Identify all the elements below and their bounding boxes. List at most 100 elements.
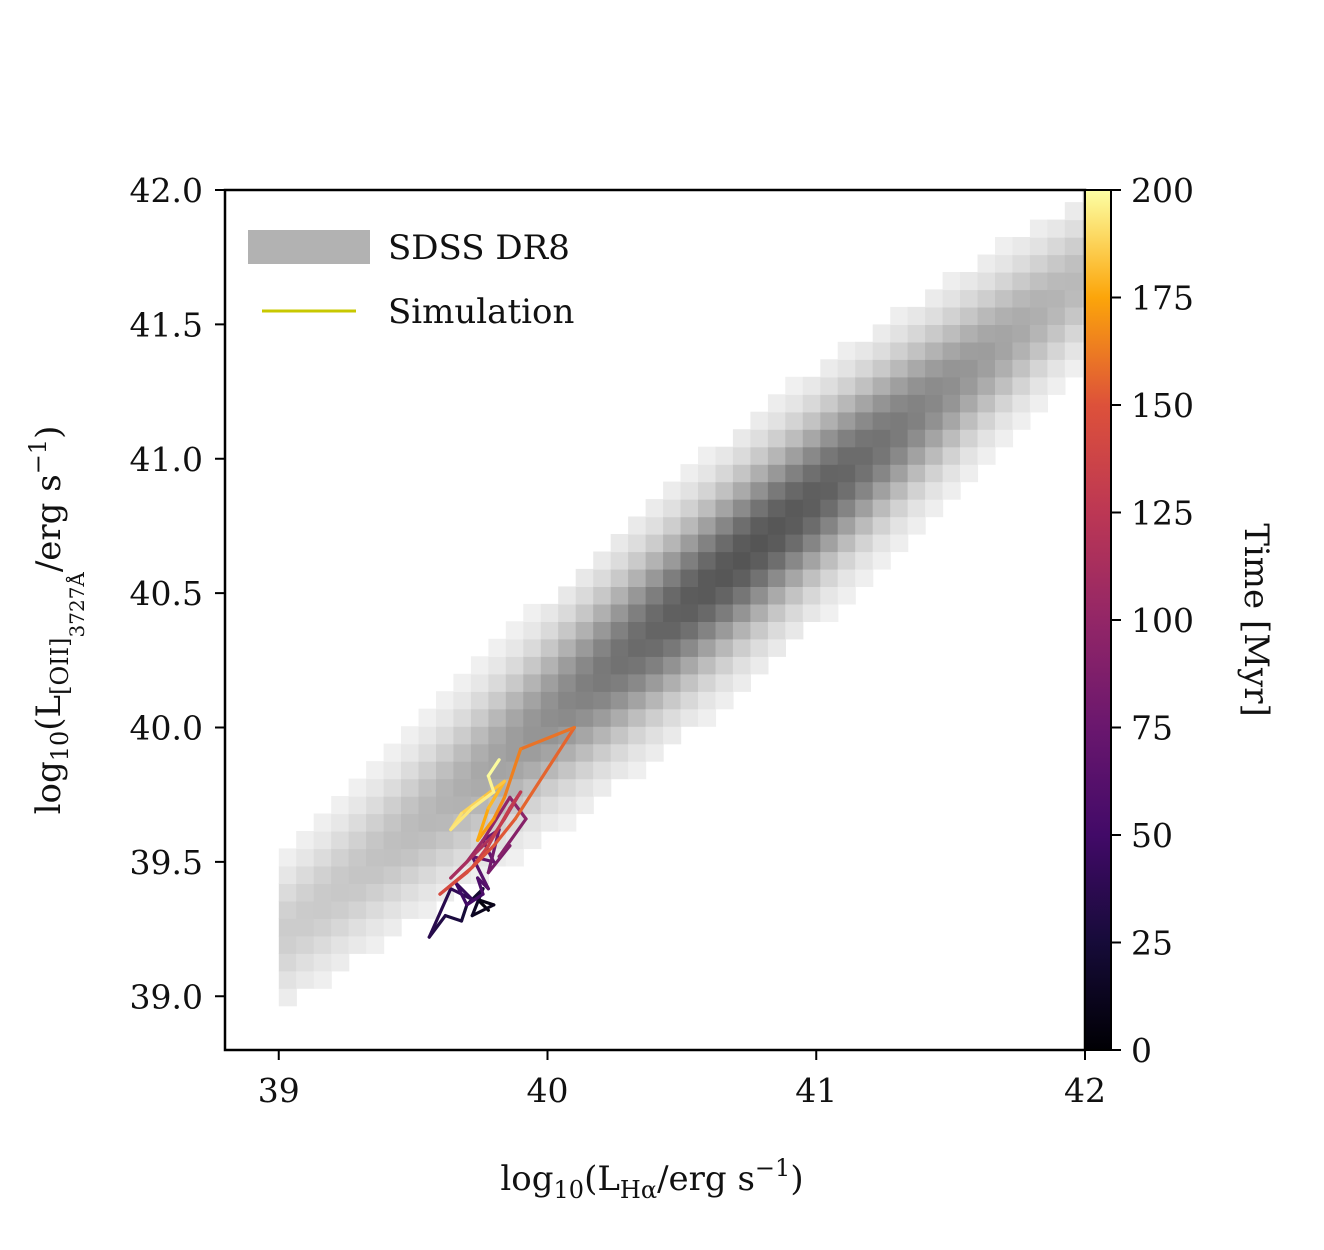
heatmap-cell-326: [715, 516, 734, 535]
heatmap-cell-307: [698, 586, 717, 605]
heatmap-cell-79: [401, 743, 420, 762]
heatmap-cell-325: [715, 534, 734, 553]
heatmap-cell-515: [942, 272, 961, 291]
heatmap-cell-345: [732, 429, 751, 448]
heatmap-cell-350: [750, 586, 769, 605]
heatmap-cell-481: [907, 446, 926, 465]
heatmap-cell-220: [593, 638, 612, 657]
heatmap-cell-362: [767, 621, 786, 640]
heatmap-cell-268: [645, 516, 664, 535]
heatmap-cell-510: [942, 359, 961, 378]
heatmap-cell-186: [558, 778, 577, 797]
simulation-segment-11: [454, 881, 469, 907]
heatmap-cell-588: [1064, 289, 1083, 308]
heatmap-cell-567: [1029, 324, 1048, 343]
heatmap-cell-83: [418, 865, 437, 884]
heatmap-cell-449: [872, 551, 891, 570]
heatmap-cell-366: [767, 551, 786, 570]
colorbar-tick-label-7: 175: [1131, 279, 1194, 318]
heatmap-cell-299: [680, 464, 699, 483]
heatmap-cell-495: [925, 411, 944, 430]
heatmap-cell-30: [331, 918, 350, 937]
heatmap-cell-392: [802, 586, 821, 605]
heatmap-cell-289: [680, 638, 699, 657]
heatmap-cell-585: [1064, 341, 1083, 360]
heatmap-cell-461: [872, 341, 891, 360]
heatmap-cell-380: [785, 551, 804, 570]
heatmap-cell-335: [732, 603, 751, 622]
heatmap-cell-129: [470, 656, 489, 675]
heatmap-cell-74: [401, 831, 420, 850]
heatmap-cell-436: [855, 551, 874, 570]
heatmap-cell-443: [855, 429, 874, 448]
heatmap-cell-339: [732, 534, 751, 553]
heatmap-cell-361: [767, 638, 786, 657]
heatmap-cell-197: [558, 586, 577, 605]
heatmap-cell-177: [540, 708, 559, 727]
heatmap-cell-406: [820, 586, 839, 605]
heatmap-cell-154: [505, 656, 524, 675]
heatmap-cell-264: [645, 586, 664, 605]
heatmap-cell-301: [698, 691, 717, 710]
heatmap-cell-597: [1082, 289, 1085, 308]
heatmap-cell-484: [907, 394, 926, 413]
heatmap-cell-584: [1064, 359, 1083, 378]
heatmap-cell-471: [890, 394, 909, 413]
heatmap-cell-101: [436, 743, 455, 762]
heatmap-cell-254: [628, 516, 647, 535]
simulation-segment-37: [492, 817, 517, 848]
heatmap-cell-476: [890, 306, 909, 325]
heatmap-cell-404: [802, 376, 821, 395]
heatmap-cell-401: [802, 429, 821, 448]
heatmap-cell-534: [977, 341, 996, 360]
heatmap-cell-322: [715, 586, 734, 605]
heatmap-cell-181: [540, 638, 559, 657]
heatmap-cell-6: [278, 883, 297, 902]
heatmap-cell-383: [785, 499, 804, 518]
heatmap-cell-280: [663, 551, 682, 570]
heatmap-cell-190: [558, 708, 577, 727]
colorbar-gradient: [1084, 189, 1112, 1051]
heatmap-cell-194: [558, 638, 577, 657]
heatmap-cell-557: [1012, 324, 1031, 343]
heatmap-cell-543: [995, 376, 1014, 395]
heatmap-cell-395: [802, 534, 821, 553]
heatmap-cell-338: [732, 551, 751, 570]
heatmap-cell-94: [436, 865, 455, 884]
simulation-segment-40: [502, 747, 523, 799]
heatmap-cell-320: [715, 621, 734, 640]
heatmap-cell-460: [872, 359, 891, 378]
heatmap-cell-12: [296, 918, 315, 937]
heatmap-cell-28: [331, 953, 350, 972]
heatmap-cell-50: [366, 900, 385, 919]
heatmap-cell-15: [296, 865, 315, 884]
heatmap-cell-429: [837, 429, 856, 448]
simulation-segment-22: [497, 817, 528, 859]
heatmap-cell-552: [1012, 411, 1031, 430]
heatmap-cell-47: [348, 778, 367, 797]
heatmap-cell-304: [698, 638, 717, 657]
heatmap-cell-359: [750, 429, 769, 448]
heatmap-cell-242: [628, 726, 647, 745]
heatmap-cell-370: [767, 481, 786, 500]
heatmap-cell-88: [418, 778, 437, 797]
heatmap-cell-261: [645, 638, 664, 657]
y-tick-label-3: 40.5: [130, 574, 203, 613]
heatmap-cell-267: [645, 534, 664, 553]
heatmap-cell-541: [995, 411, 1014, 430]
heatmap-cell-0: [278, 988, 297, 1007]
simulation-segment-12: [465, 892, 485, 907]
heatmap-cell-318: [715, 656, 734, 675]
heatmap-cell-200: [575, 761, 594, 780]
heatmap-cell-555: [1012, 359, 1031, 378]
heatmap-cell-229: [610, 708, 629, 727]
heatmap-cell-441: [855, 464, 874, 483]
heatmap-cell-368: [767, 516, 786, 535]
simulation-segment-27: [449, 849, 480, 880]
heatmap-cell-505: [942, 446, 961, 465]
heatmap-cell-503: [942, 481, 961, 500]
heatmap-cell-266: [645, 551, 664, 570]
heatmap-cell-400: [802, 446, 821, 465]
heatmap-cell-187: [558, 761, 577, 780]
heatmap-cell-518: [960, 429, 979, 448]
